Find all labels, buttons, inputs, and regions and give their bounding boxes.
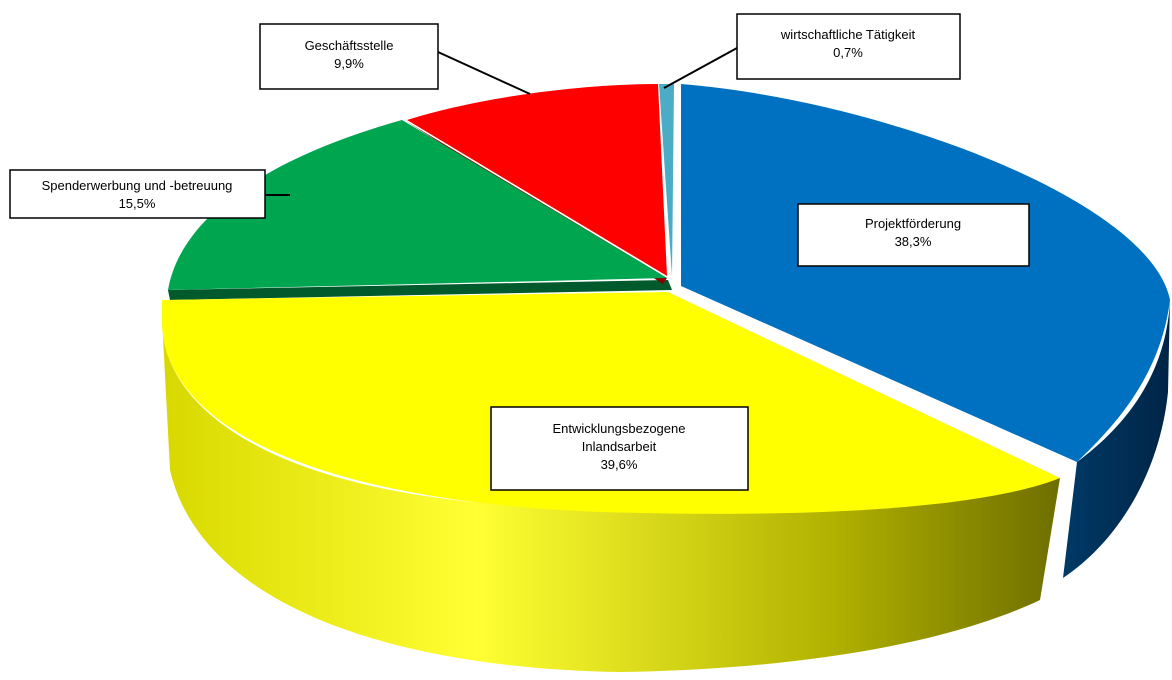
label-wirtschaftliche-taetigkeit: wirtschaftliche Tätigkeit 0,7%	[736, 13, 961, 80]
label-text-wirtschaftliche: wirtschaftliche Tätigkeit	[780, 27, 916, 42]
label-value-spenderwerbung: 15,5%	[119, 196, 156, 211]
label-geschaeftsstelle: Geschäftsstelle 9,9%	[259, 23, 439, 90]
label-value-wirtschaftliche: 0,7%	[833, 45, 863, 60]
label-spenderwerbung: Spenderwerbung und -betreuung 15,5%	[9, 169, 266, 219]
label-value-projektfoerderung: 38,3%	[895, 234, 932, 249]
label-projektfoerderung: Projektförderung 38,3%	[797, 203, 1030, 267]
label-text-spenderwerbung: Spenderwerbung und -betreuung	[42, 178, 233, 193]
leader-line-geschaeftsstelle	[437, 51, 531, 95]
slice-spenderwerbung	[168, 120, 667, 290]
label-text-projektfoerderung: Projektförderung	[865, 216, 961, 231]
label-value-inlandsarbeit: 39,6%	[601, 457, 638, 472]
label-text-inlandsarbeit-line2: Inlandsarbeit	[582, 439, 657, 454]
slice-wirtschaftliche-taetigkeit	[659, 84, 674, 276]
leader-line-wirtschaftliche	[663, 47, 738, 89]
slice-projektfoerderung	[681, 84, 1170, 462]
slice-side-projektfoerderung	[1063, 300, 1170, 578]
label-text-geschaeftsstelle: Geschäftsstelle	[305, 38, 394, 53]
label-value-geschaeftsstelle: 9,9%	[334, 56, 364, 71]
slice-side-inlandsarbeit	[161, 318, 1060, 672]
slice-geschaeftsstelle	[407, 84, 667, 276]
label-inlandsarbeit: Entwicklungsbezogene Inlandsarbeit 39,6%	[490, 406, 749, 491]
label-text-inlandsarbeit-line1: Entwicklungsbezogene	[553, 421, 686, 436]
slice-inlandsarbeit	[161, 292, 1060, 514]
slice-edge-green	[168, 280, 672, 300]
